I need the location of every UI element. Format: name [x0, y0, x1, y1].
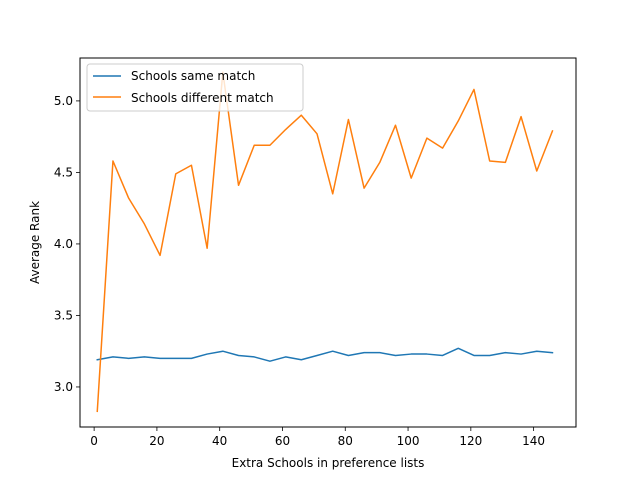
series-line-0	[96, 347, 554, 362]
legend-label-schools-different-match: Schools different match	[131, 91, 274, 105]
y-axis-ticks: 3.0 3.5 4.0 4.5 5.0	[54, 94, 80, 394]
legend: Schools same match Schools different mat…	[86, 63, 304, 112]
y-tick-label: 4.5	[54, 165, 73, 179]
series-layer	[96, 71, 554, 413]
legend-label-schools-same-match: Schools same match	[131, 69, 255, 83]
y-tick-label: 3.0	[54, 380, 73, 394]
y-tick-label: 5.0	[54, 94, 73, 108]
plot-frame	[79, 57, 577, 428]
x-tick-label: 40	[212, 434, 227, 448]
y-tick-label: 3.5	[54, 308, 73, 322]
x-tick-label: 80	[338, 434, 353, 448]
x-tick-label: 0	[90, 434, 98, 448]
x-tick-label: 140	[522, 434, 545, 448]
y-tick-label: 4.0	[54, 237, 73, 251]
x-tick-label: 60	[275, 434, 290, 448]
x-axis-ticks: 0 20 40 60 80 100 120 140	[90, 427, 545, 448]
legend-box	[86, 63, 304, 112]
x-tick-label: 120	[459, 434, 482, 448]
x-tick-label: 20	[149, 434, 164, 448]
x-tick-label: 100	[397, 434, 420, 448]
x-axis-label: Extra Schools in preference lists	[232, 456, 425, 470]
y-axis-label: Average Rank	[28, 201, 42, 284]
series-line-1	[96, 71, 554, 413]
